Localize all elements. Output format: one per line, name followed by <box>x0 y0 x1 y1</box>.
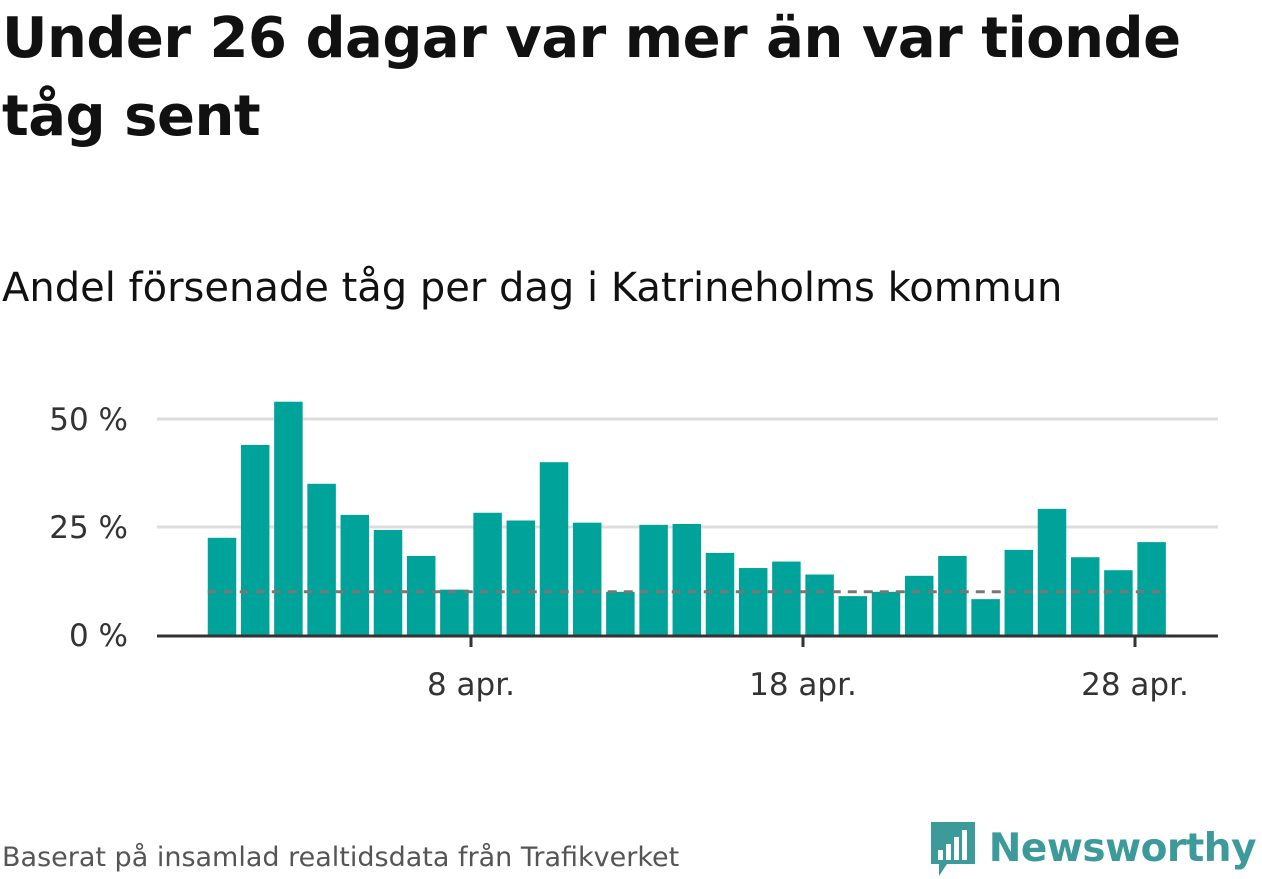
bar <box>506 520 536 635</box>
bar <box>307 483 336 635</box>
bar <box>373 530 403 635</box>
x-axis <box>157 634 1218 647</box>
source-note: Baserat på insamlad realtidsdata från Tr… <box>2 842 680 873</box>
bar <box>705 552 735 635</box>
bar <box>672 523 702 635</box>
bar <box>738 568 768 635</box>
bar <box>473 512 502 635</box>
bar <box>1070 557 1100 635</box>
bar <box>1037 508 1067 635</box>
bar <box>340 514 370 635</box>
chart-title: Under 26 dagar var mer än var tionde tåg… <box>2 6 1181 149</box>
bar <box>971 599 1000 635</box>
bar <box>772 561 801 635</box>
bar <box>838 596 868 635</box>
bar <box>1137 542 1166 635</box>
bar <box>871 591 901 635</box>
y-tick-labels: 0 % 25 % 50 % <box>49 402 128 654</box>
bar <box>639 524 668 635</box>
chart-subtitle: Andel försenade tåg per dag i Katrinehol… <box>2 265 1063 311</box>
brand-name: Newsworthy <box>988 825 1257 871</box>
bar <box>805 574 834 635</box>
bar <box>1104 570 1133 635</box>
bar <box>274 401 303 635</box>
x-tick-label: 28 apr. <box>1081 667 1189 703</box>
bar <box>440 589 469 635</box>
bar <box>904 575 934 635</box>
y-tick-label: 25 % <box>49 510 128 546</box>
y-tick-label: 50 % <box>49 402 128 438</box>
y-tick-label: 0 % <box>69 618 128 654</box>
brand-logo-group[interactable]: Newsworthy <box>927 818 1257 878</box>
bar <box>606 591 635 635</box>
bar <box>539 462 569 635</box>
bar <box>938 555 967 635</box>
newsworthy-chart-bubble-icon <box>930 822 975 876</box>
bar-chart: 0 % 25 % 50 % 8 apr. 18 apr. 28 apr. <box>49 401 1218 703</box>
bar <box>406 555 436 635</box>
bar <box>207 537 237 635</box>
x-tick-labels: 8 apr. 18 apr. 28 apr. <box>427 667 1189 703</box>
bar <box>572 522 602 635</box>
bar <box>240 444 270 635</box>
x-tick-label: 8 apr. <box>427 667 515 703</box>
bars <box>207 401 1166 635</box>
x-tick-label: 18 apr. <box>749 667 857 703</box>
